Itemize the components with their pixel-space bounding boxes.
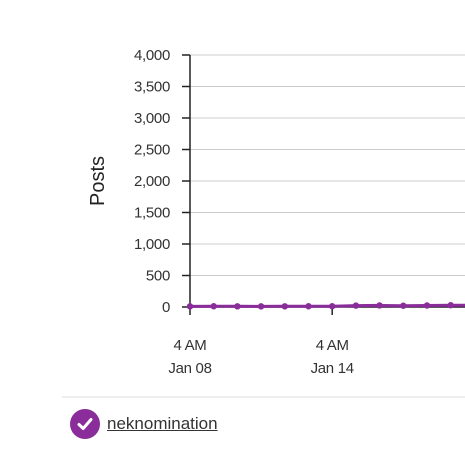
data-point — [447, 302, 454, 309]
data-point — [234, 303, 241, 310]
data-point — [329, 303, 336, 310]
data-point — [186, 303, 194, 310]
data-point — [352, 302, 360, 309]
data-point — [210, 303, 217, 310]
x-tick-label-date: Jan 08 — [168, 360, 211, 377]
series-layer — [186, 302, 465, 310]
y-tick-label: 1,500 — [134, 205, 170, 222]
legend-label-neknomination[interactable]: neknomination — [107, 414, 218, 433]
y-axis-label: Posts — [87, 156, 109, 206]
y-tick-label: 2,000 — [134, 173, 170, 190]
checkmark-circle-icon[interactable] — [70, 409, 100, 439]
data-point — [305, 303, 312, 310]
y-tick-label: 1,000 — [134, 236, 170, 253]
x-tick-label-time: 4 AM — [316, 337, 349, 354]
series-line — [189, 303, 465, 308]
y-tick-label: 3,500 — [134, 79, 170, 96]
y-tick-label: 500 — [146, 268, 170, 285]
x-tick-label-date: Jan 14 — [311, 360, 354, 377]
x-tick-label-time: 4 AM — [174, 337, 207, 354]
y-tick-label: 4,000 — [134, 47, 170, 64]
data-point — [400, 302, 407, 309]
y-tick-label: 0 — [162, 299, 170, 316]
y-tick-label: 2,500 — [134, 142, 170, 159]
legend: neknomination — [70, 408, 218, 440]
y-axis-tick-labels: 4,000 3,500 3,000 2,500 2,000 1,500 1,000 500 0 — [134, 47, 170, 316]
data-point — [281, 303, 288, 310]
data-point — [423, 302, 431, 309]
y-tick-label: 3,000 — [134, 110, 170, 127]
grid — [182, 54, 465, 308]
data-point — [376, 302, 383, 309]
data-point — [257, 303, 265, 310]
